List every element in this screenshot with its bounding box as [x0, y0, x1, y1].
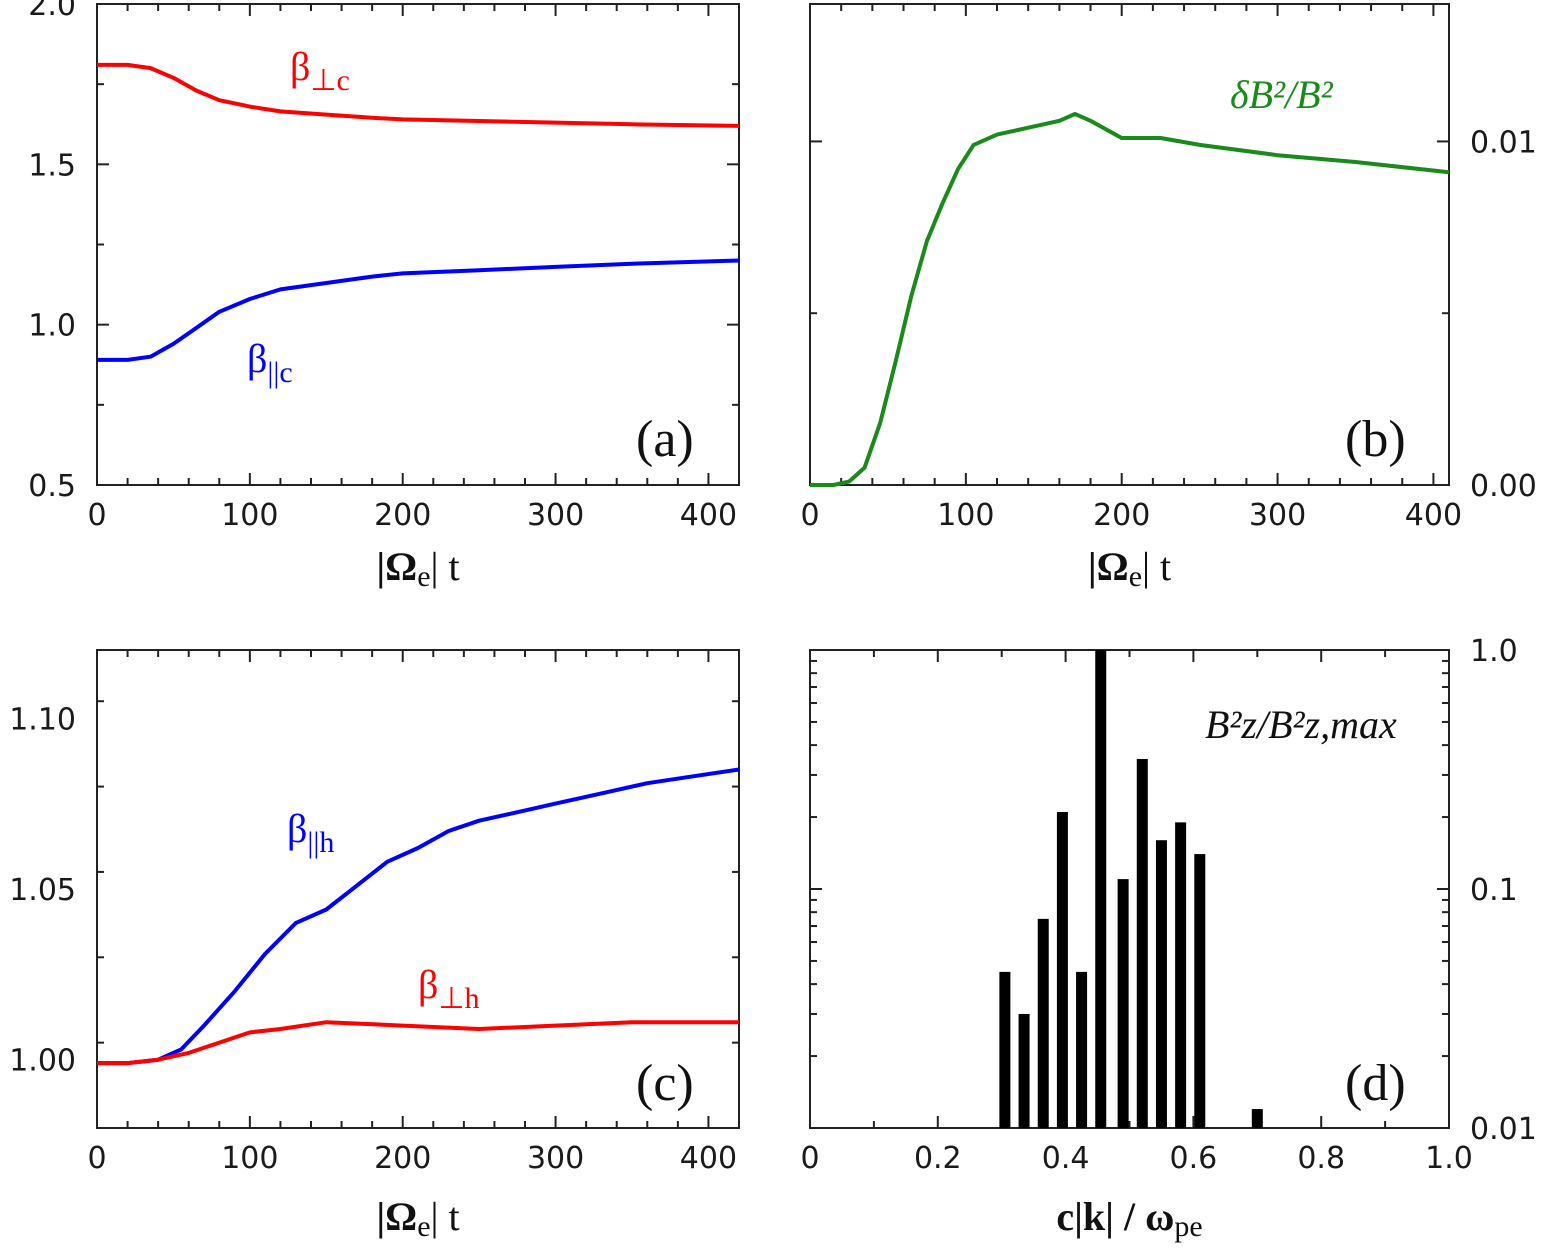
- y-tick-label: 0.01: [1470, 1112, 1537, 1147]
- x-axis-title: |Ωe| t: [1088, 544, 1171, 593]
- x-tick-label: 0: [87, 498, 106, 533]
- panel-label: (b): [1345, 411, 1406, 468]
- bar: [1155, 840, 1167, 1128]
- bar: [1117, 879, 1129, 1128]
- y-tick-label: 1.05: [9, 873, 76, 908]
- series-line-a-0: [97, 62, 740, 128]
- x-axis-title: |Ωe| t: [376, 1194, 459, 1243]
- panel-d: 0 0.2 0.4 0.6 0.8 1.00.010.11.0c|k| / ωpeB²z/…: [800, 634, 1536, 1243]
- x-tick-label: 400: [1405, 498, 1462, 533]
- series-line-c-1: [97, 1020, 739, 1066]
- x-tick-label: 300: [527, 1141, 584, 1176]
- plot-frame: [809, 3, 1450, 486]
- y-tick-label: 1.0: [1470, 634, 1518, 669]
- y-tick-label: 1.00: [9, 1044, 76, 1079]
- x-tick-label: 100: [937, 498, 994, 533]
- x-tick-label: 100: [221, 498, 278, 533]
- series-line-a-1: [97, 258, 740, 362]
- series-label: β⊥c: [290, 44, 350, 97]
- bar: [1251, 1109, 1263, 1128]
- series-line-b-0: [810, 111, 1450, 487]
- x-axis-title: |Ωe| t: [376, 544, 459, 593]
- panel-label: (d): [1345, 1055, 1406, 1112]
- series-label: δB²/B²: [1230, 72, 1334, 117]
- bar: [1175, 822, 1187, 1128]
- x-tick-label: 0.6: [1170, 1141, 1218, 1176]
- y-tick-label: 2.0: [28, 0, 76, 23]
- x-tick-label: 200: [1093, 498, 1150, 533]
- panel-label: (c): [636, 1055, 694, 1112]
- x-axis-title: c|k| / ωpe: [1056, 1194, 1202, 1243]
- bar: [1136, 758, 1148, 1128]
- x-tick-label: 300: [1249, 498, 1306, 533]
- y-tick-label: 0.00: [1470, 469, 1537, 504]
- bar: [1076, 971, 1088, 1128]
- x-tick-label: 0.2: [914, 1141, 962, 1176]
- series-label: β⊥h: [418, 962, 480, 1015]
- series-label: B²z/B²z,max: [1205, 702, 1397, 747]
- x-tick-label: 1.0: [1425, 1141, 1473, 1176]
- x-tick-label: 0.4: [1042, 1141, 1090, 1176]
- series-label: β||h: [287, 806, 334, 859]
- y-tick-label: 1.5: [28, 148, 76, 183]
- bar: [1037, 918, 1049, 1128]
- series-label: β||c: [247, 336, 293, 389]
- x-tick-label: 300: [527, 498, 584, 533]
- bar: [999, 971, 1011, 1128]
- bar: [1018, 1013, 1030, 1128]
- x-tick-label: 0: [800, 498, 819, 533]
- x-tick-label: 400: [680, 498, 737, 533]
- y-tick-label: 1.0: [28, 309, 76, 344]
- x-tick-label: 0.8: [1297, 1141, 1345, 1176]
- x-tick-label: 0: [87, 1141, 106, 1176]
- x-tick-label: 100: [221, 1141, 278, 1176]
- y-tick-label: 0.5: [28, 469, 76, 504]
- x-tick-label: 200: [374, 1141, 431, 1176]
- bar: [1056, 811, 1068, 1128]
- x-tick-label: 200: [374, 498, 431, 533]
- plot-frame: [96, 649, 740, 1129]
- x-tick-label: 400: [680, 1141, 737, 1176]
- bar: [1194, 854, 1206, 1128]
- bar: [1095, 650, 1107, 1128]
- panel-label: (a): [636, 411, 694, 468]
- y-tick-label: 1.10: [9, 702, 76, 737]
- panel-c: 0 100 200 300 400 1.00 1.05 1.10 |Ωe| t β||h β⊥h (c…: [9, 649, 740, 1243]
- y-tick-label: 0.1: [1470, 873, 1518, 908]
- x-tick-label: 0: [800, 1141, 819, 1176]
- panel-a: 0 100 200 300 400 0.5 1.0 1.5 2.0 |Ωe| t β⊥c β||c (a…: [28, 0, 740, 593]
- series-line-c-0: [97, 767, 740, 1066]
- y-tick-label: 0.01: [1470, 125, 1537, 160]
